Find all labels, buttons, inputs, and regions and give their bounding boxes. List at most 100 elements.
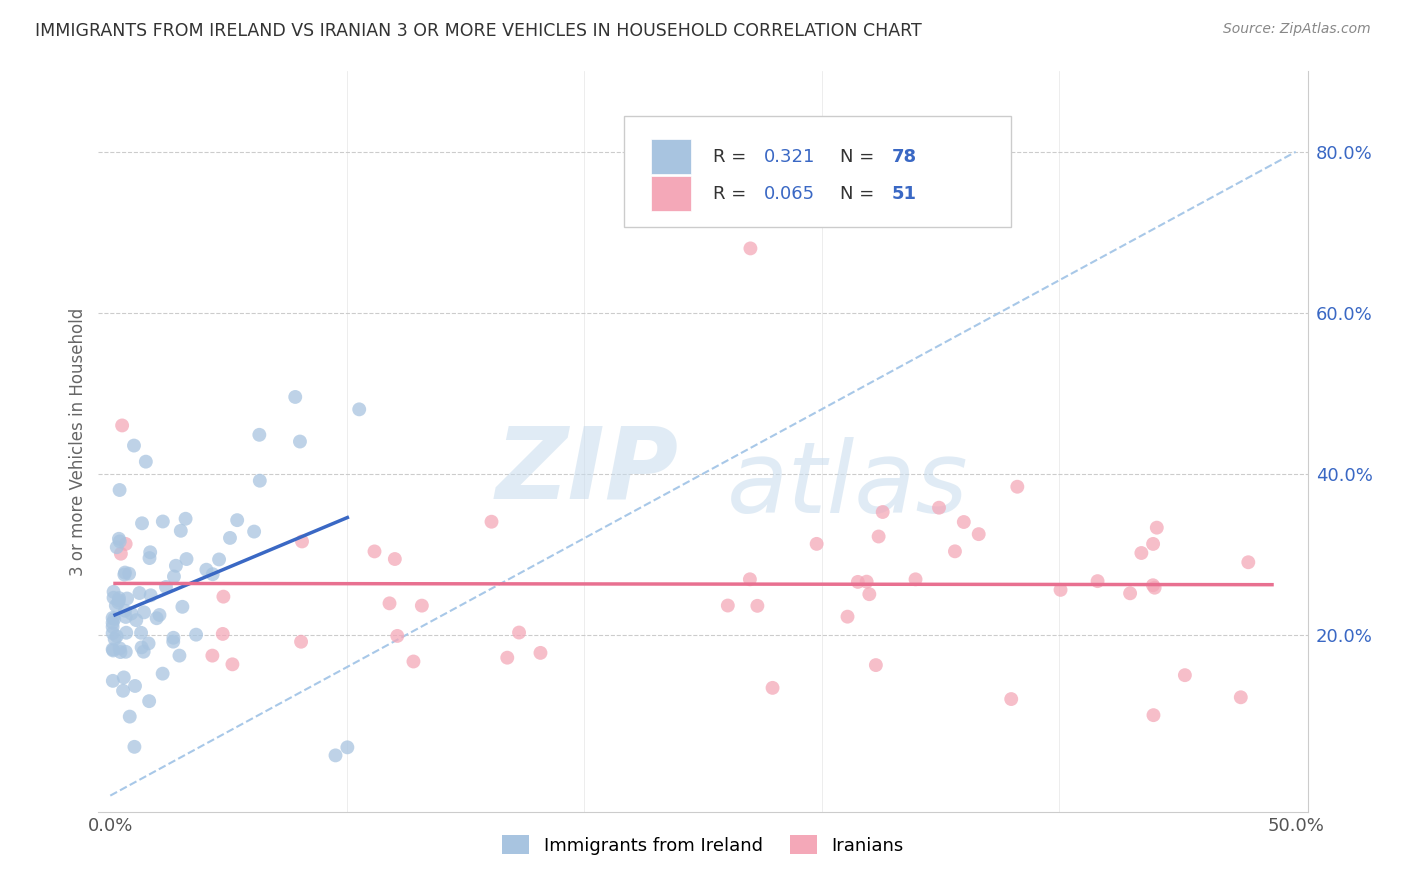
Point [152,515,174,529]
Point [952,515,974,529]
Point [508,625,530,640]
Text: 51: 51 [891,185,917,202]
Point [226,513,249,527]
Point [1237,555,1260,569]
Point [101,643,124,657]
Point [1087,574,1109,588]
Point [363,544,385,558]
Point [384,552,406,566]
Point [1142,578,1164,592]
Point [114,645,136,659]
Point [378,596,401,610]
Point [347,402,370,417]
Point [967,527,990,541]
Point [129,625,152,640]
Point [872,505,894,519]
Point [122,439,145,453]
Point [211,627,233,641]
Point [481,515,503,529]
Point [162,634,184,648]
Point [1142,537,1164,551]
Point [928,500,950,515]
Point [290,634,312,648]
Point [284,390,307,404]
Point [152,666,174,681]
Point [125,613,148,627]
Point [110,547,132,561]
Point [174,512,197,526]
Legend: Immigrants from Ireland, Iranians: Immigrants from Ireland, Iranians [502,835,904,855]
Point [112,670,135,684]
Point [172,599,194,614]
Point [1007,480,1029,494]
Point [411,599,433,613]
Point [103,591,125,605]
Point [717,599,740,613]
Point [740,241,762,255]
Point [247,427,270,442]
Text: R =: R = [713,185,758,202]
Point [101,611,124,625]
Point [148,607,170,622]
Point [131,516,153,531]
Text: Source: ZipAtlas.com: Source: ZipAtlas.com [1223,22,1371,37]
Point [114,566,136,580]
Point [208,552,231,566]
Point [108,532,131,546]
Point [165,558,187,573]
Point [138,551,160,566]
Text: 0.321: 0.321 [763,147,815,166]
Point [249,474,271,488]
FancyBboxPatch shape [651,139,690,174]
Point [118,709,141,723]
FancyBboxPatch shape [624,116,1011,227]
Text: ZIP: ZIP [496,423,679,520]
Point [104,632,127,646]
Point [103,612,125,626]
Point [176,552,198,566]
Point [110,645,132,659]
Point [496,650,519,665]
Point [132,605,155,619]
Point [135,455,157,469]
Point [868,529,890,543]
Point [846,574,869,589]
Point [108,534,131,549]
Point [128,586,150,600]
Point [336,740,359,755]
Point [402,655,425,669]
Point [107,595,129,609]
Point [120,607,142,621]
Point [288,434,311,449]
Point [184,628,207,642]
Point [221,657,243,672]
Point [139,588,162,602]
Point [103,584,125,599]
Text: 0.065: 0.065 [763,185,814,202]
Point [169,648,191,663]
Text: R =: R = [713,147,758,166]
Text: 78: 78 [891,147,917,166]
Point [124,679,146,693]
Point [145,611,167,625]
Point [195,563,218,577]
FancyBboxPatch shape [651,176,690,211]
Point [904,572,927,586]
Point [114,537,136,551]
Point [1146,521,1168,535]
Point [1000,692,1022,706]
Point [219,531,242,545]
Point [529,646,551,660]
Point [104,599,127,613]
Point [138,636,160,650]
Point [114,604,136,618]
Point [170,524,193,538]
Point [108,483,131,497]
Point [1143,581,1166,595]
Text: IMMIGRANTS FROM IRELAND VS IRANIAN 3 OR MORE VEHICLES IN HOUSEHOLD CORRELATION C: IMMIGRANTS FROM IRELAND VS IRANIAN 3 OR … [35,22,922,40]
Point [101,673,124,688]
Point [806,537,828,551]
Point [101,626,124,640]
Point [101,615,124,630]
Point [387,629,409,643]
